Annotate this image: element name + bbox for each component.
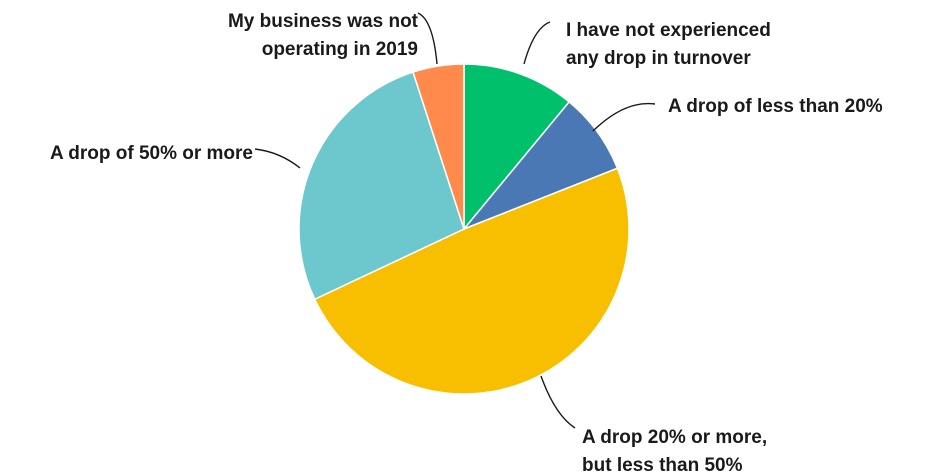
pie-slice bbox=[412, 63, 465, 230]
leader-line bbox=[417, 12, 438, 65]
pie-slice bbox=[298, 71, 465, 301]
leader-line bbox=[523, 21, 551, 65]
slice-labels: I have not experienced any drop in turnov… bbox=[50, 11, 883, 475]
slice-label: A drop of 50% or more bbox=[50, 143, 253, 164]
pie-slices bbox=[298, 63, 630, 395]
slice-label: My business was not operating in 2019 bbox=[228, 11, 419, 60]
slice-label-line: My business was not bbox=[228, 11, 419, 32]
slice-label: A drop of less than 20% bbox=[668, 96, 883, 117]
pie-slice bbox=[463, 63, 571, 232]
slice-label-line: I have not experienced bbox=[566, 20, 771, 41]
slice-label-line: operating in 2019 bbox=[262, 39, 418, 60]
slice-label-line: A drop of less than 20% bbox=[668, 96, 883, 117]
leader-line bbox=[540, 375, 576, 429]
slice-label-line: A drop 20% or more, bbox=[582, 427, 767, 448]
pie-slice bbox=[313, 167, 630, 395]
slice-label: I have not experienced any drop in turnov… bbox=[566, 20, 771, 69]
leader-line bbox=[592, 102, 656, 132]
leader-line bbox=[254, 148, 301, 169]
slice-label-line: but less than 50% bbox=[582, 455, 743, 475]
slice-label: A drop 20% or more, but less than 50% bbox=[582, 427, 767, 475]
leader-lines bbox=[254, 12, 656, 429]
slice-label-line: A drop of 50% or more bbox=[50, 143, 253, 164]
slice-label-line: any drop in turnover bbox=[566, 48, 751, 69]
